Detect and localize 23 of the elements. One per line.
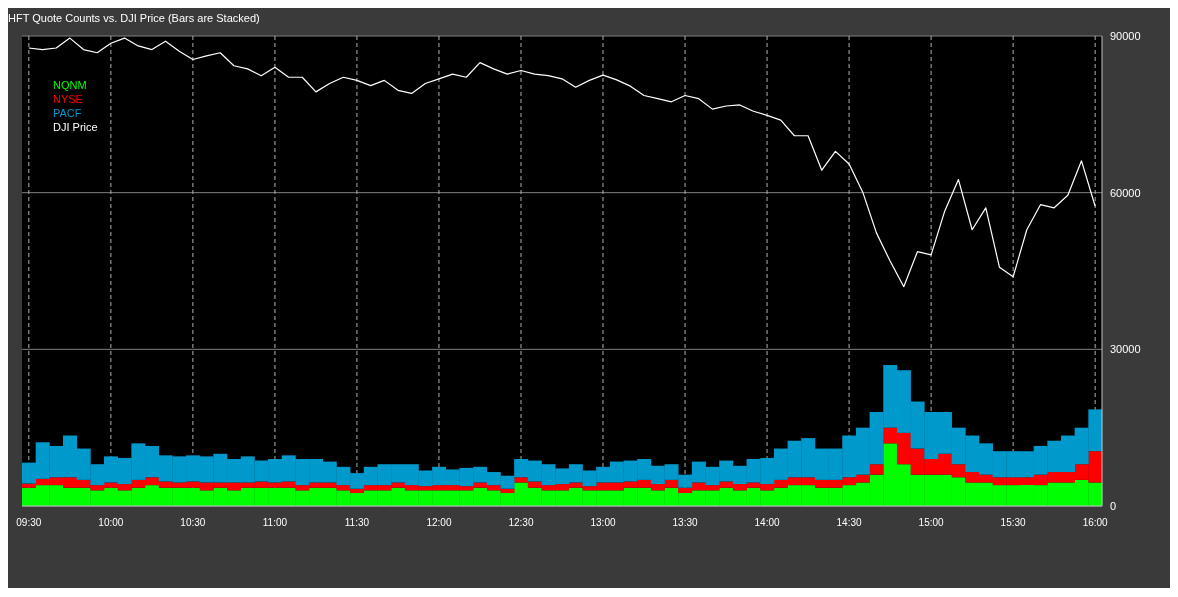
text: PACF bbox=[53, 106, 83, 120]
y-tick-label: 60000 bbox=[1110, 186, 1141, 199]
x-tick-label: 12:00 bbox=[426, 517, 452, 528]
x-tick-label: 15:30 bbox=[1000, 517, 1027, 528]
y-tick-label: 90000 bbox=[1110, 29, 1141, 42]
text: NYSE bbox=[53, 92, 84, 106]
x-tick-label: 10:00 bbox=[98, 517, 124, 528]
x-tick-label: 14:30 bbox=[836, 517, 863, 528]
x-tick-label: 09:30 bbox=[16, 517, 42, 528]
text: DJI Price bbox=[53, 120, 98, 134]
x-tick-label: 11:00 bbox=[262, 517, 288, 528]
text: NQNM bbox=[53, 78, 88, 92]
x-tick-label: 12:30 bbox=[508, 517, 534, 528]
x-tick-label: 13:00 bbox=[590, 517, 616, 528]
x-tick-label: 11:30 bbox=[344, 517, 370, 528]
x-tick-label: 14:00 bbox=[754, 517, 781, 528]
chart-title: HFT Quote Counts vs. DJI Price (Bars are Stacked) bbox=[8, 11, 261, 26]
y-tick-label: 30000 bbox=[1110, 343, 1141, 356]
x-tick-label: 10:30 bbox=[180, 517, 206, 528]
y-tick-label: 0 bbox=[1110, 499, 1117, 512]
x-tick-label: 16:00 bbox=[1082, 517, 1109, 528]
x-tick-label: 15:00 bbox=[918, 517, 945, 528]
x-tick-label: 13:30 bbox=[672, 517, 698, 528]
